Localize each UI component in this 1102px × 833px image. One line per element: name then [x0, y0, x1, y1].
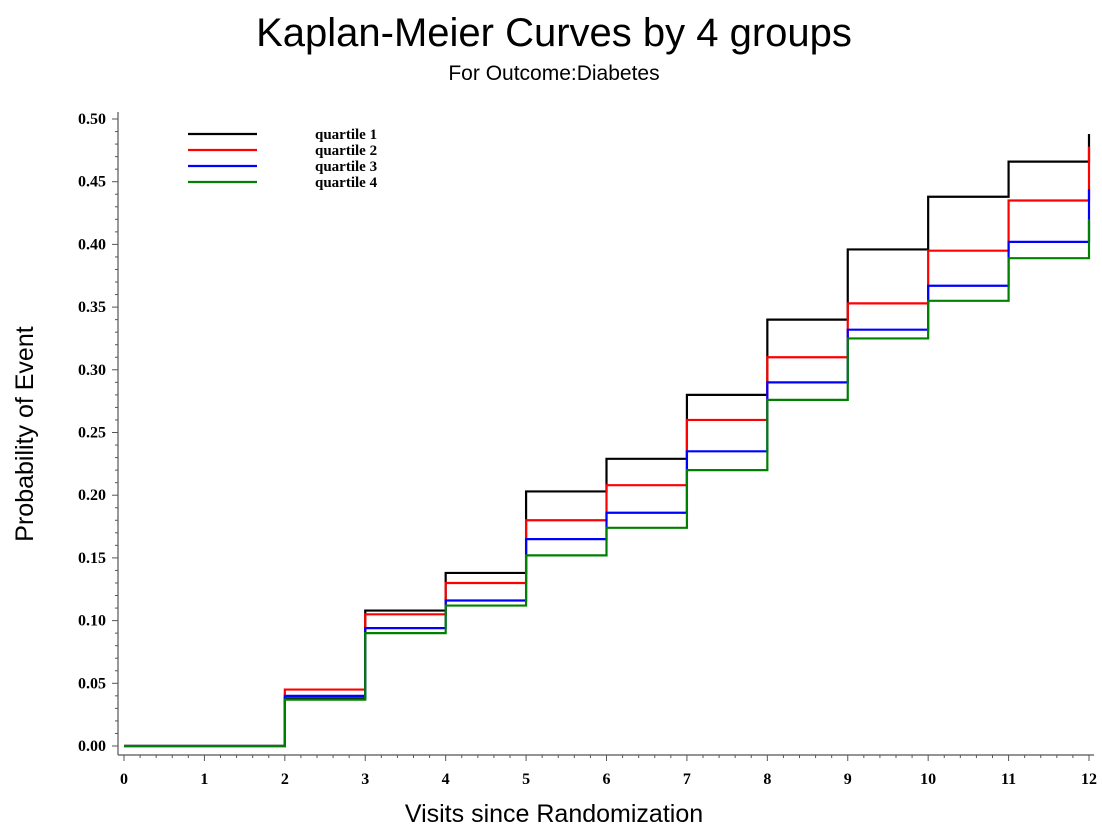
x-tick-label: 12 — [1081, 771, 1097, 788]
legend-label: quartile 4 — [315, 175, 378, 191]
chart-title: Kaplan-Meier Curves by 4 groups — [256, 11, 852, 55]
y-tick-label: 0.05 — [78, 675, 106, 692]
y-tick-label: 0.15 — [78, 550, 106, 567]
x-tick-label: 1 — [200, 771, 208, 788]
series-line-quartile-4 — [124, 219, 1091, 748]
y-tick-label: 0.00 — [78, 738, 106, 755]
y-tick-label: 0.50 — [78, 111, 106, 128]
y-tick-label: 0.30 — [78, 362, 106, 379]
y-tick-label: 0.40 — [78, 236, 106, 253]
y-axis-label: Probability of Event — [11, 326, 39, 541]
x-tick-label: 8 — [763, 771, 771, 788]
y-tick-label: 0.25 — [78, 425, 106, 442]
series-line-quartile-1 — [124, 134, 1091, 748]
y-tick-label: 0.20 — [78, 487, 106, 504]
x-tick-label: 4 — [442, 771, 450, 788]
y-tick-label: 0.45 — [78, 174, 106, 191]
x-tick-label: 5 — [522, 771, 530, 788]
x-tick-label: 7 — [683, 771, 691, 788]
ticks: 0.00 0.05 0.10 0.15 0.20 0.25 0.30 0.35 0.40 0.45… — [78, 111, 1097, 788]
series-group — [124, 134, 1091, 748]
x-tick-label: 9 — [844, 771, 852, 788]
x-tick-label: 0 — [120, 771, 128, 788]
x-axis-label: Visits since Randomization — [405, 800, 703, 828]
chart-subtitle: For Outcome:Diabetes — [448, 62, 659, 85]
x-tick-label: 10 — [920, 771, 936, 788]
axes — [117, 112, 1094, 756]
y-tick-label: 0.35 — [78, 299, 106, 316]
x-tick-label: 3 — [361, 771, 369, 788]
y-tick-label: 0.10 — [78, 613, 106, 630]
legend-label: quartile 1 — [315, 127, 377, 143]
legend-label: quartile 3 — [315, 159, 377, 175]
x-tick-label: 6 — [603, 771, 611, 788]
x-tick-label: 11 — [1001, 771, 1016, 788]
series-line-quartile-2 — [124, 146, 1091, 748]
x-tick-label: 2 — [281, 771, 289, 788]
legend-label: quartile 2 — [315, 143, 377, 159]
